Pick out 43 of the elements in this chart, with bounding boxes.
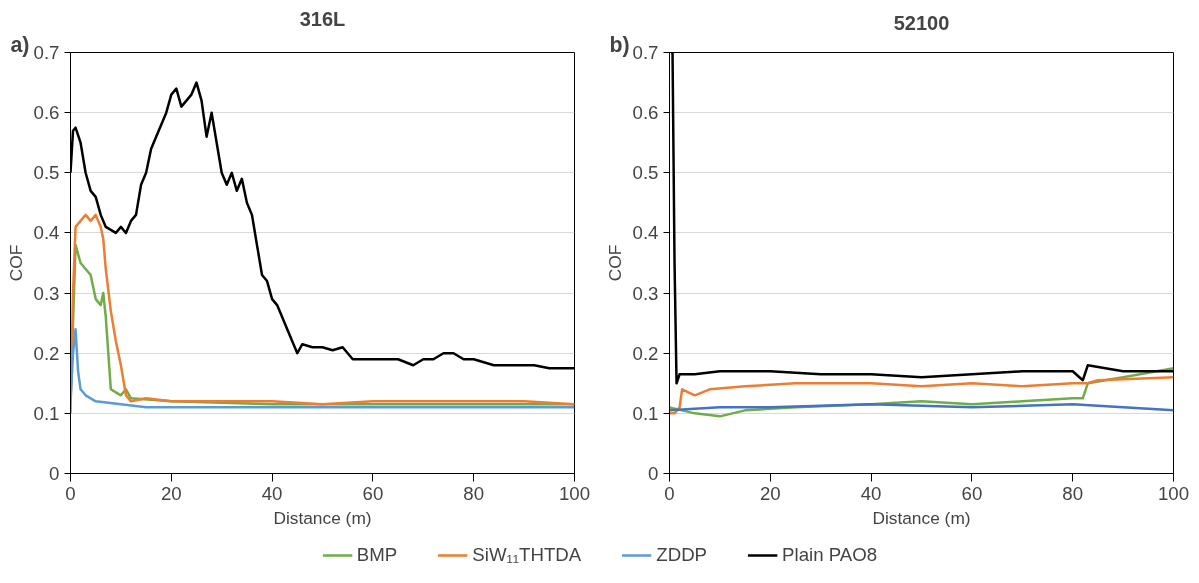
x-tick-label: 20	[160, 482, 182, 504]
y-tick-label: 0	[648, 463, 659, 484]
y-axis-title: COF	[604, 244, 625, 282]
y-tick-label: 0.3	[632, 282, 659, 304]
legend-label: SiW₁₁THTDA	[472, 544, 582, 566]
chart-title: 52100	[893, 11, 950, 34]
legend-label: ZDDP	[656, 544, 708, 566]
legend-label: Plain PAO8	[782, 544, 878, 566]
y-tick-label: 0.6	[632, 102, 659, 124]
y-tick-label: 0	[49, 463, 60, 484]
y-tick-label: 0.2	[632, 342, 659, 364]
x-axis-title: Distance (m)	[273, 507, 372, 528]
x-tick-label: 80	[463, 482, 485, 504]
x-tick-label: 60	[961, 482, 983, 504]
text: a)	[10, 32, 30, 57]
x-tick-label: 100	[1157, 482, 1190, 504]
y-axis-title: COF	[5, 244, 26, 282]
x-tick-label: 80	[1062, 482, 1084, 504]
y-tick-label: 0.5	[632, 162, 659, 184]
y-tick-label: 0.1	[33, 402, 60, 424]
line-series	[70, 213, 575, 415]
y-tick-label: 0.6	[33, 102, 60, 124]
x-tick-label: 20	[759, 482, 781, 504]
x-tick-label: 100	[558, 482, 591, 504]
x-tick-label: 40	[261, 482, 283, 504]
y-tick-label: 0.4	[33, 222, 60, 244]
x-axis-title: Distance (m)	[872, 507, 971, 528]
y-tick-label: 0.2	[33, 342, 60, 364]
text: b)	[609, 32, 630, 57]
y-tick-label: 0.3	[33, 282, 60, 304]
y-tick-label: 0.4	[632, 222, 659, 244]
y-tick-label: 0.7	[632, 42, 659, 63]
x-tick-label: 60	[362, 482, 384, 504]
y-tick-label: 0.1	[632, 402, 659, 424]
x-tick-label: 0	[664, 482, 675, 504]
chart-title: 316L	[299, 7, 346, 30]
x-tick-label: 0	[65, 482, 76, 504]
line-series	[70, 327, 575, 409]
x-tick-label: 40	[860, 482, 882, 504]
line-series	[669, 376, 1174, 415]
legend-label: BMP	[356, 544, 398, 566]
y-tick-label: 0.7	[33, 42, 60, 63]
y-tick-label: 0.5	[33, 162, 60, 184]
